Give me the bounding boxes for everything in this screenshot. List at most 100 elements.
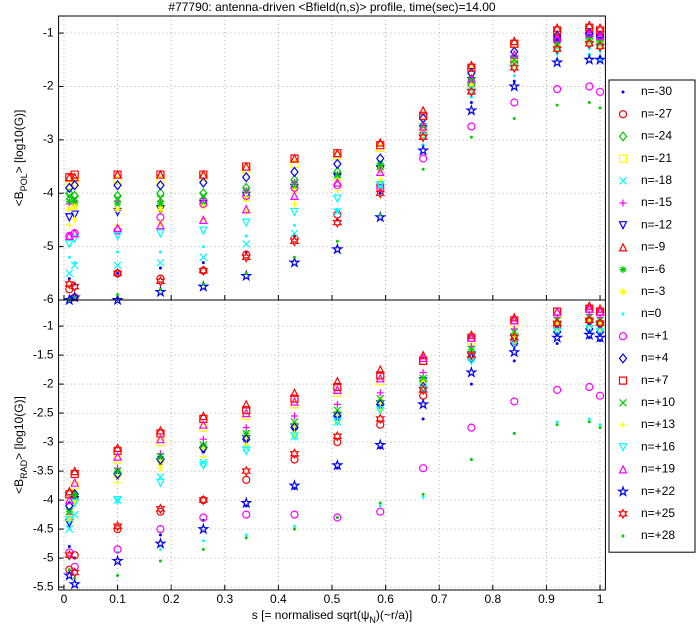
data-point: [292, 527, 297, 531]
data-point: [587, 417, 591, 421]
data-point: [65, 269, 74, 278]
legend-marker: [619, 398, 627, 407]
data-point: [419, 391, 428, 400]
data-point: [69, 281, 80, 293]
data-point: [333, 187, 341, 195]
data-point: [418, 105, 428, 115]
data-point: [553, 85, 562, 94]
data-point: [70, 229, 79, 238]
data-point: [583, 328, 596, 341]
data-point: [467, 80, 475, 88]
x-tick-label: 0.2: [163, 592, 180, 606]
legend-marker: [618, 353, 628, 364]
data-point: [374, 438, 387, 451]
data-point: [70, 261, 79, 270]
data-point: [65, 197, 73, 205]
legend-marker: [618, 332, 628, 341]
chart-title: #77790: antenna-driven <Bfield(n,s)> pro…: [168, 0, 496, 14]
data-point: [116, 250, 120, 254]
data-point: [242, 186, 251, 195]
data-point: [555, 423, 559, 427]
data-point: [116, 574, 120, 577]
data-point: [155, 275, 166, 287]
data-point: [64, 239, 74, 249]
legend-label: n=+1: [641, 328, 669, 342]
data-point: [65, 507, 74, 516]
data-point: [512, 74, 516, 78]
data-point: [198, 419, 208, 429]
data-point: [241, 251, 252, 263]
data-point: [70, 179, 79, 191]
data-point: [595, 40, 605, 52]
data-point: [553, 319, 561, 327]
data-point: [156, 170, 165, 179]
data-point: [465, 366, 478, 378]
legend-marker: [618, 221, 628, 231]
data-point: [290, 510, 299, 519]
y-tick-label: -1: [43, 25, 54, 39]
data-point: [156, 452, 165, 461]
legend-label: n=-3: [641, 284, 666, 298]
data-point: [158, 547, 163, 551]
data-point: [290, 166, 299, 178]
legend-label: n=+10: [641, 395, 675, 409]
data-point: [555, 420, 559, 424]
y-tick-label: -1: [43, 318, 54, 332]
data-point: [292, 524, 297, 528]
data-point: [290, 187, 298, 195]
data-point: [292, 255, 297, 259]
data-point: [244, 234, 248, 238]
data-point: [584, 314, 595, 326]
legend-marker: [618, 464, 628, 474]
data-point: [469, 458, 473, 461]
data-point: [199, 414, 208, 423]
y-axis-label: <BPOL> [log10(G)]: [12, 110, 29, 207]
data-point: [113, 446, 122, 455]
data-point: [376, 371, 385, 380]
data-point: [419, 111, 428, 120]
data-point: [465, 104, 478, 116]
data-point: [155, 478, 165, 488]
y-tick-label: -2.5: [33, 405, 54, 419]
data-point: [156, 194, 165, 203]
data-point: [374, 210, 387, 223]
data-point: [333, 406, 342, 415]
data-point: [376, 162, 385, 171]
data-point: [290, 200, 298, 208]
data-point: [585, 23, 594, 32]
legend-label: n=-24: [641, 129, 672, 143]
data-point: [376, 141, 385, 150]
data-point: [466, 332, 476, 342]
data-point: [114, 473, 122, 481]
x-axis-label-part: )(~r/a)]: [376, 608, 412, 622]
data-point: [376, 143, 385, 152]
x-tick-label: 0.9: [538, 592, 555, 606]
data-point: [65, 490, 74, 499]
data-point: [241, 399, 251, 409]
data-point: [198, 226, 208, 236]
data-point: [158, 287, 163, 291]
data-point: [595, 30, 605, 40]
data-point: [199, 441, 208, 449]
data-point: [154, 285, 167, 298]
data-point: [335, 516, 339, 519]
data-point: [197, 280, 210, 292]
data-point: [244, 271, 248, 275]
data-point: [156, 454, 165, 465]
data-point: [244, 533, 248, 537]
data-point: [595, 317, 605, 329]
legend-marker: [621, 90, 625, 94]
data-point: [331, 242, 344, 255]
data-point: [466, 349, 477, 361]
data-point: [242, 475, 251, 484]
data-point: [113, 170, 122, 179]
data-point: [332, 148, 342, 158]
legend-marker: [621, 534, 625, 538]
data-point: [333, 409, 341, 417]
y-axis-label-part: POL: [19, 173, 29, 191]
legend-marker: [618, 131, 628, 142]
data-point: [242, 429, 251, 438]
data-point: [333, 513, 342, 522]
data-point: [113, 496, 123, 505]
data-point: [585, 82, 594, 91]
